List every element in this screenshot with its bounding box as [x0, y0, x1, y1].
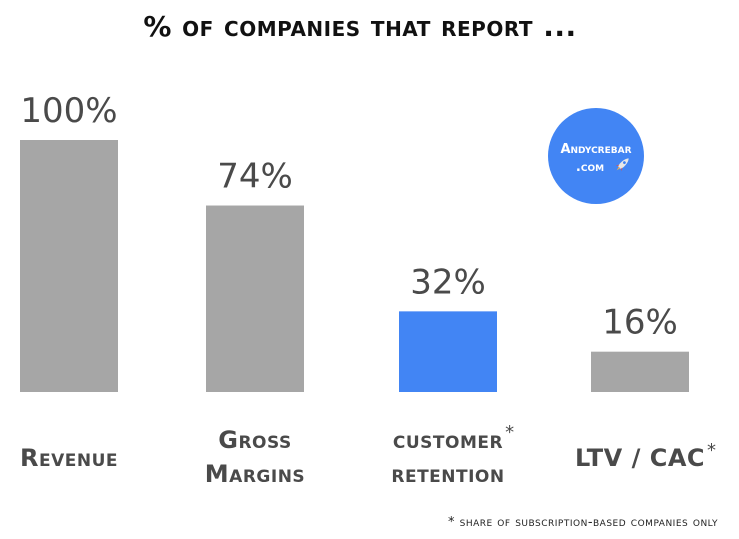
category-asterisk-3: *	[707, 440, 716, 461]
chart-title: % of companies that report ...	[143, 10, 576, 43]
category-label-3-line-0: LTV / CAC	[575, 444, 705, 472]
category-label-2-line-1: retention	[391, 460, 504, 488]
category-label-2-line-0: customer	[393, 426, 503, 454]
category-label-1-line-1: Margins	[205, 460, 305, 488]
rocket-icon	[615, 158, 629, 172]
brand-badge-circle	[548, 108, 644, 204]
value-label-0: 100%	[20, 91, 117, 131]
value-labels-layer: 100% 74% 32% 16%	[20, 91, 677, 343]
value-label-2: 32%	[410, 262, 486, 302]
category-asterisk-2: *	[505, 422, 514, 443]
bars-layer	[20, 140, 689, 392]
bar-1	[206, 205, 304, 392]
brand-badge[interactable]: Andycrebar .com	[548, 108, 644, 204]
value-label-3: 16%	[602, 303, 678, 343]
category-label-0-line-0: Revenue	[20, 444, 118, 472]
bar-0	[20, 140, 118, 392]
value-label-1: 74%	[217, 157, 293, 197]
bar-2	[399, 311, 497, 392]
brand-badge-line1: Andycrebar	[560, 142, 631, 157]
bar-3	[591, 351, 689, 392]
footnote: * share of subscription-based companies …	[448, 515, 718, 530]
brand-badge-line2: .com	[576, 160, 604, 175]
category-label-1-line-0: Gross	[218, 426, 291, 454]
